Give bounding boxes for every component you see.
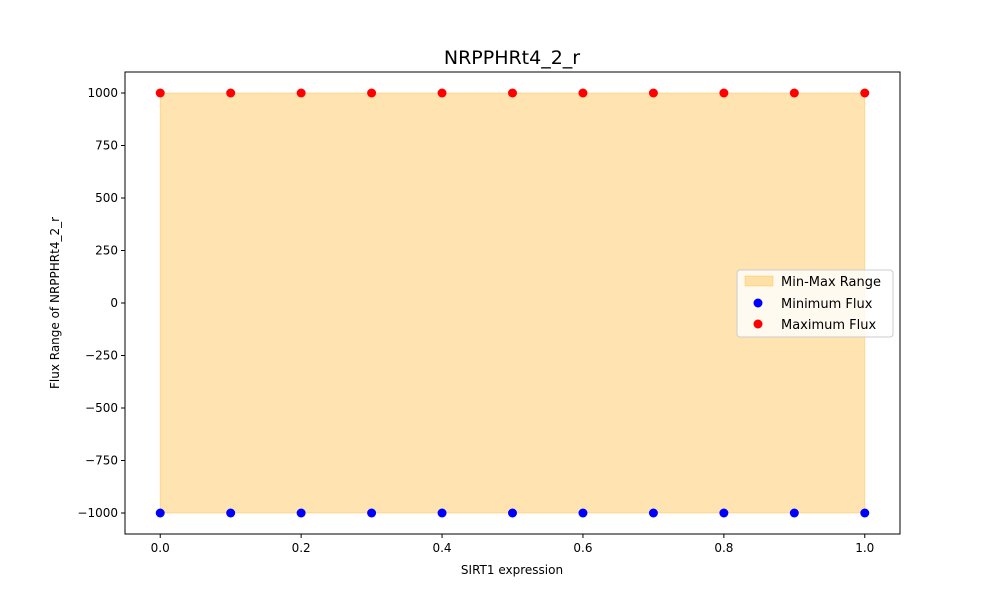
- y-tick-label: 250: [95, 244, 118, 258]
- legend-label-min-max-range: Min-Max Range: [781, 275, 881, 290]
- x-tick-label: 0.2: [292, 541, 311, 555]
- minimum-flux-point: [648, 508, 658, 518]
- y-tick-label: 1000: [87, 86, 118, 100]
- minimum-flux-point: [789, 508, 799, 518]
- legend-swatch-min-max-range: [744, 275, 774, 287]
- y-axis-label: Flux Range of NRPPHRt4_2_r: [48, 217, 62, 389]
- minimum-flux-point: [578, 508, 588, 518]
- x-tick-label: 1.0: [855, 541, 874, 555]
- maximum-flux-point: [296, 88, 306, 98]
- y-tick-label: 750: [95, 139, 118, 153]
- y-tick-label: −1000: [77, 506, 118, 520]
- x-tick-label: 0.8: [714, 541, 733, 555]
- legend-marker-maximum-flux: [753, 319, 763, 329]
- maximum-flux-point: [578, 88, 588, 98]
- minimum-flux-point: [155, 508, 165, 518]
- x-tick-label: 0.4: [432, 541, 451, 555]
- x-axis-label: SIRT1 expression: [461, 563, 563, 577]
- legend-box: [736, 269, 894, 338]
- y-tick-label: −250: [85, 349, 118, 363]
- maximum-flux-point: [437, 88, 447, 98]
- x-tick-label: 0.0: [151, 541, 170, 555]
- plot-area: 0.0 0.2 0.4 0.6 0.8 1.0 −1000 −750 −500 −250 0 250 5…: [77, 71, 901, 555]
- maximum-flux-point: [860, 88, 870, 98]
- legend-label-minimum-flux: Minimum Flux: [781, 297, 873, 312]
- maximum-flux-point: [508, 88, 517, 98]
- y-tick-label: 500: [95, 191, 118, 205]
- legend-marker-minimum-flux: [753, 298, 763, 308]
- y-tick-label: −750: [85, 454, 118, 468]
- maximum-flux-point: [226, 88, 236, 98]
- y-tick-label: 0: [110, 296, 118, 310]
- x-tick-label: 0.6: [573, 541, 592, 555]
- minimum-flux-point: [367, 508, 377, 518]
- chart-title: NRPPHRt4_2_r: [444, 47, 580, 69]
- minimum-flux-point: [860, 508, 870, 518]
- minimum-flux-point: [226, 508, 236, 518]
- minimum-flux-point: [437, 508, 447, 518]
- minimum-flux-point: [719, 508, 729, 518]
- minimum-flux-point: [296, 508, 306, 518]
- maximum-flux-point: [789, 88, 799, 98]
- maximum-flux-point: [367, 88, 377, 98]
- y-tick-label: −500: [85, 401, 118, 415]
- maximum-flux-point: [648, 88, 658, 98]
- maximum-flux-point: [155, 88, 165, 98]
- legend: Min-Max Range Minimum Flux Maximum Flux: [736, 269, 894, 338]
- maximum-flux-point: [719, 88, 729, 98]
- legend-label-maximum-flux: Maximum Flux: [781, 318, 877, 333]
- minimum-flux-point: [508, 508, 517, 518]
